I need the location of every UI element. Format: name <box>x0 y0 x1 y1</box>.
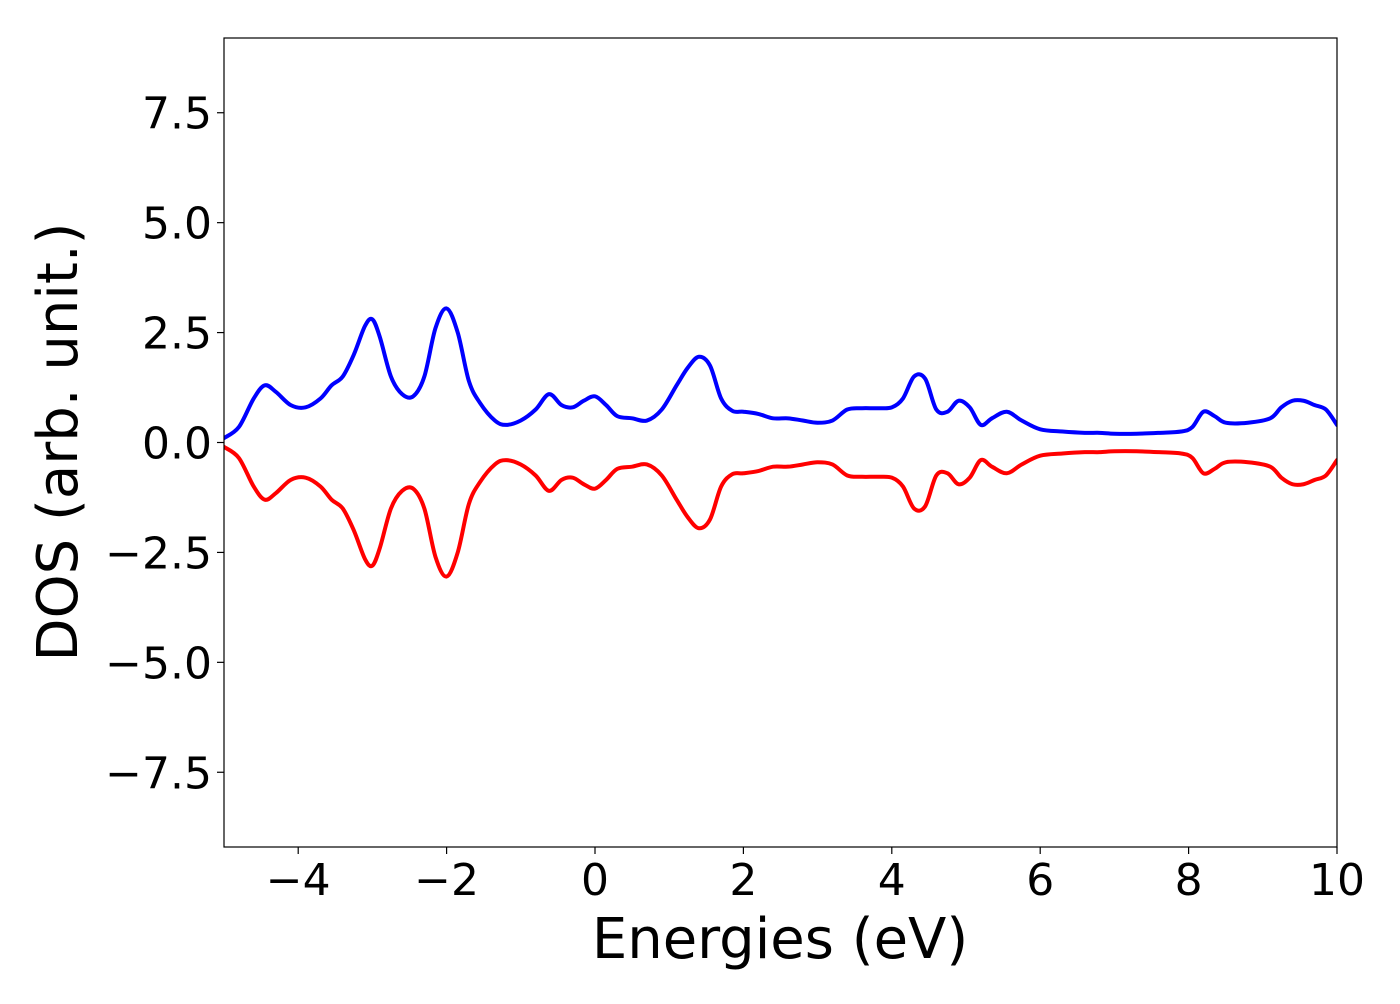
y-tick-label: −5.0 <box>105 638 212 689</box>
x-axis-ticks: −4 −2 0 2 4 6 8 10 <box>266 847 1365 906</box>
y-axis-ticks: 7.5 5.0 2.5 0.0 −2.5 −5.0 −7.5 <box>105 89 224 799</box>
y-tick-label: 2.5 <box>142 309 212 360</box>
x-tick-label: 2 <box>729 855 757 906</box>
x-tick-label: 4 <box>878 855 906 906</box>
x-tick-label: 8 <box>1175 855 1203 906</box>
x-tick-label: −4 <box>266 855 331 906</box>
y-tick-label: −7.5 <box>105 748 212 799</box>
x-tick-label: 10 <box>1309 855 1365 906</box>
y-tick-label: 7.5 <box>142 89 212 140</box>
plot-frame <box>223 37 1338 848</box>
series-line-positive <box>224 306 1337 441</box>
y-tick-label: 5.0 <box>142 199 212 250</box>
series-layer <box>224 306 1337 579</box>
y-tick-label: −2.5 <box>105 528 212 579</box>
x-tick-label: 6 <box>1026 855 1054 906</box>
series-line-negative <box>224 444 1337 579</box>
x-tick-label: −2 <box>414 855 479 906</box>
y-axis-label: DOS (arb. unit.) <box>26 222 91 661</box>
x-tick-label: 0 <box>581 855 609 906</box>
y-tick-label: 0.0 <box>142 419 212 470</box>
x-axis-label: Energies (eV) <box>592 907 968 972</box>
